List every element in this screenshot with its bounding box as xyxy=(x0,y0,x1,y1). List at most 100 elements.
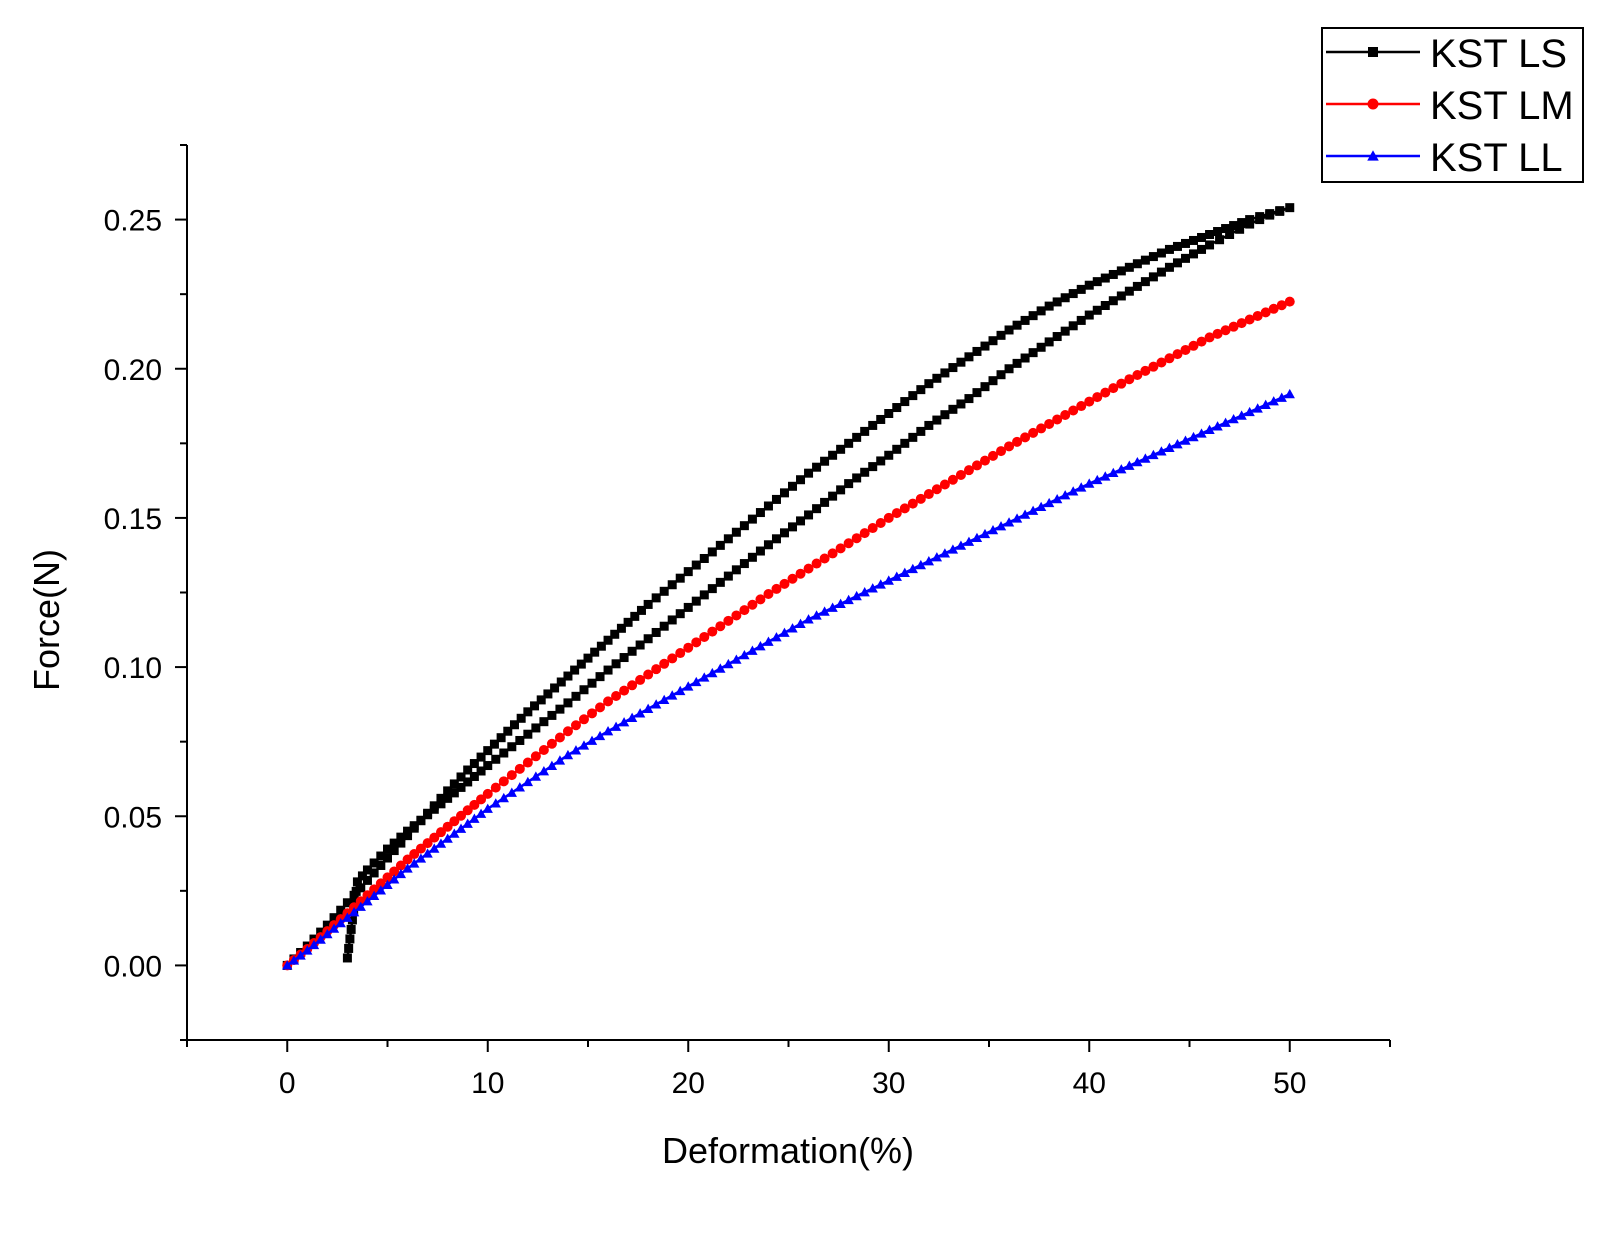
data-point xyxy=(627,646,637,656)
data-point xyxy=(369,858,379,868)
data-point xyxy=(771,534,781,544)
data-point xyxy=(891,571,902,581)
data-point xyxy=(1051,493,1063,504)
data-point xyxy=(1028,311,1038,321)
data-point xyxy=(819,553,830,564)
data-point xyxy=(376,851,386,861)
data-point xyxy=(395,868,407,879)
data-point xyxy=(924,379,934,389)
data-point xyxy=(787,623,798,633)
data-point xyxy=(389,838,399,848)
data-point xyxy=(924,420,934,430)
data-point xyxy=(1100,471,1111,481)
data-point xyxy=(1044,301,1054,311)
data-point xyxy=(955,540,967,550)
data-point xyxy=(1028,427,1039,438)
series-line-3 xyxy=(286,392,1291,967)
data-point xyxy=(1140,277,1150,287)
series-line-2 xyxy=(286,300,1291,967)
data-point xyxy=(516,713,526,723)
data-point xyxy=(1189,249,1199,259)
legend: KST LS KST LM KST LL xyxy=(1321,27,1584,183)
data-point xyxy=(755,641,766,651)
plot-area xyxy=(282,203,1295,971)
data-point xyxy=(892,444,902,454)
data-point xyxy=(731,610,742,621)
data-point xyxy=(1044,418,1055,429)
data-point xyxy=(1011,513,1023,523)
data-point xyxy=(795,618,806,628)
data-point xyxy=(779,578,790,589)
data-point xyxy=(403,826,413,836)
data-point xyxy=(1060,326,1070,336)
y-tick-label: 0.15 xyxy=(104,503,162,536)
data-point xyxy=(1260,307,1271,318)
data-point xyxy=(988,336,998,346)
data-point xyxy=(350,896,360,906)
data-point xyxy=(836,485,846,495)
data-point xyxy=(429,843,440,853)
data-point xyxy=(1116,291,1126,301)
data-point xyxy=(907,498,918,509)
data-point xyxy=(875,517,886,528)
data-point xyxy=(996,330,1006,340)
data-point xyxy=(988,450,999,461)
data-point xyxy=(423,810,433,820)
data-point xyxy=(469,799,480,810)
data-point xyxy=(1164,353,1175,364)
data-point xyxy=(699,631,710,642)
data-point xyxy=(1052,414,1063,425)
data-point xyxy=(1084,310,1094,320)
data-point xyxy=(651,627,661,637)
data-point xyxy=(302,945,313,955)
data-point xyxy=(469,813,480,823)
data-point xyxy=(579,685,589,695)
data-point xyxy=(1020,432,1031,443)
data-point xyxy=(611,691,622,702)
data-point xyxy=(971,532,983,543)
data-point xyxy=(796,475,806,485)
data-point xyxy=(1172,439,1183,449)
data-point xyxy=(442,833,453,843)
data-point xyxy=(1044,337,1054,347)
data-point xyxy=(409,858,420,868)
data-point xyxy=(699,590,709,600)
data-point xyxy=(362,865,372,875)
data-point xyxy=(1092,305,1102,315)
data-point xyxy=(1108,269,1118,279)
data-point xyxy=(498,792,509,803)
data-point xyxy=(610,721,622,731)
data-point xyxy=(1252,310,1263,321)
data-point xyxy=(603,696,614,707)
data-point xyxy=(618,717,630,727)
y-tick-label: 0.25 xyxy=(104,205,162,238)
data-point xyxy=(916,426,926,436)
data-point xyxy=(1028,348,1038,358)
data-point xyxy=(1164,262,1174,272)
data-point xyxy=(995,521,1007,531)
data-point xyxy=(623,617,633,627)
data-point xyxy=(490,782,501,793)
data-point xyxy=(1068,321,1078,331)
data-point xyxy=(731,654,742,664)
data-point xyxy=(1237,218,1247,228)
data-point xyxy=(376,860,386,870)
data-point xyxy=(931,484,942,495)
data-point xyxy=(859,587,870,597)
data-point xyxy=(884,450,894,460)
data-point xyxy=(603,665,613,675)
data-point xyxy=(352,877,362,887)
x-tick-label: 50 xyxy=(1273,1067,1306,1100)
data-point xyxy=(491,754,501,764)
data-point xyxy=(449,816,460,827)
data-point xyxy=(876,414,886,424)
data-point xyxy=(972,346,982,356)
data-point xyxy=(586,735,598,745)
data-point xyxy=(1116,378,1127,389)
data-point xyxy=(554,732,565,743)
data-point xyxy=(988,376,998,386)
data-point xyxy=(429,804,439,814)
data-point xyxy=(383,844,392,854)
data-point xyxy=(731,527,741,537)
data-point xyxy=(1172,349,1183,360)
